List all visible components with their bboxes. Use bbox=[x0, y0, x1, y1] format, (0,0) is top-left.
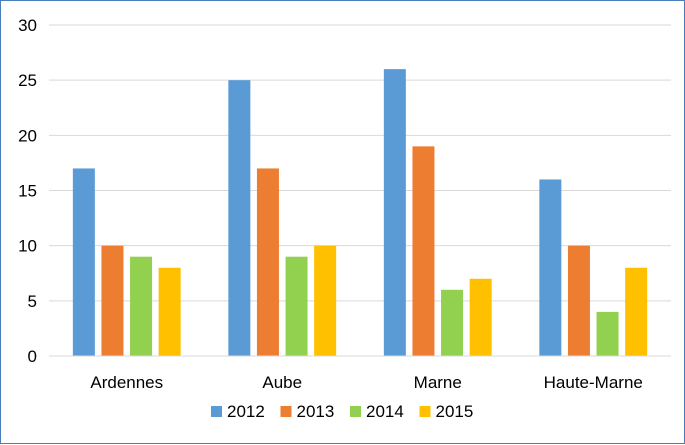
bar-2012-ardennes bbox=[72, 168, 95, 356]
legend-swatch-2013 bbox=[280, 406, 292, 417]
legend-swatch-2015 bbox=[419, 406, 431, 417]
y-tick-label: 5 bbox=[28, 292, 37, 311]
bar-2014-marne bbox=[441, 289, 464, 356]
bar-2012-aube bbox=[228, 80, 251, 357]
y-tick-label: 30 bbox=[18, 16, 37, 35]
y-tick-label: 10 bbox=[18, 237, 37, 256]
bar-2013-marne bbox=[412, 146, 435, 356]
legend-label-2014: 2014 bbox=[366, 402, 404, 421]
x-category-label: Marne bbox=[414, 373, 462, 392]
x-axis-categories: Ardennes Aube Marne Haute-Marne bbox=[90, 373, 643, 392]
legend: 2012 2013 2014 2015 bbox=[211, 402, 473, 421]
legend-swatch-2012 bbox=[211, 406, 222, 417]
y-tick-label: 0 bbox=[28, 347, 37, 366]
bar-2015-marne bbox=[469, 278, 492, 356]
bar-2015-haute-marne bbox=[625, 267, 648, 356]
legend-label-2013: 2013 bbox=[297, 402, 335, 421]
x-category-label: Ardennes bbox=[90, 373, 163, 392]
bar-2015-aube bbox=[314, 245, 337, 356]
x-category-label: Haute-Marne bbox=[544, 373, 643, 392]
legend-label-2015: 2015 bbox=[436, 402, 474, 421]
bar-2015-ardennes bbox=[158, 267, 181, 356]
bars bbox=[72, 69, 648, 357]
bar-2012-haute-marne bbox=[539, 179, 562, 356]
y-tick-label: 15 bbox=[18, 182, 37, 201]
x-category-label: Aube bbox=[262, 373, 302, 392]
bar-2014-ardennes bbox=[130, 256, 153, 356]
legend-swatch-2014 bbox=[350, 406, 361, 417]
bar-2013-ardennes bbox=[101, 245, 124, 356]
y-axis-ticks: 0 5 10 15 20 25 30 bbox=[18, 16, 37, 366]
bar-2014-haute-marne bbox=[596, 311, 619, 356]
bar-2012-marne bbox=[383, 69, 406, 356]
bar-2013-haute-marne bbox=[567, 245, 590, 356]
y-tick-label: 25 bbox=[18, 71, 37, 90]
bar-2014-aube bbox=[285, 256, 308, 356]
y-tick-label: 20 bbox=[18, 126, 37, 145]
bar-2013-aube bbox=[256, 168, 279, 356]
legend-label-2012: 2012 bbox=[227, 402, 265, 421]
gridlines bbox=[49, 24, 671, 302]
